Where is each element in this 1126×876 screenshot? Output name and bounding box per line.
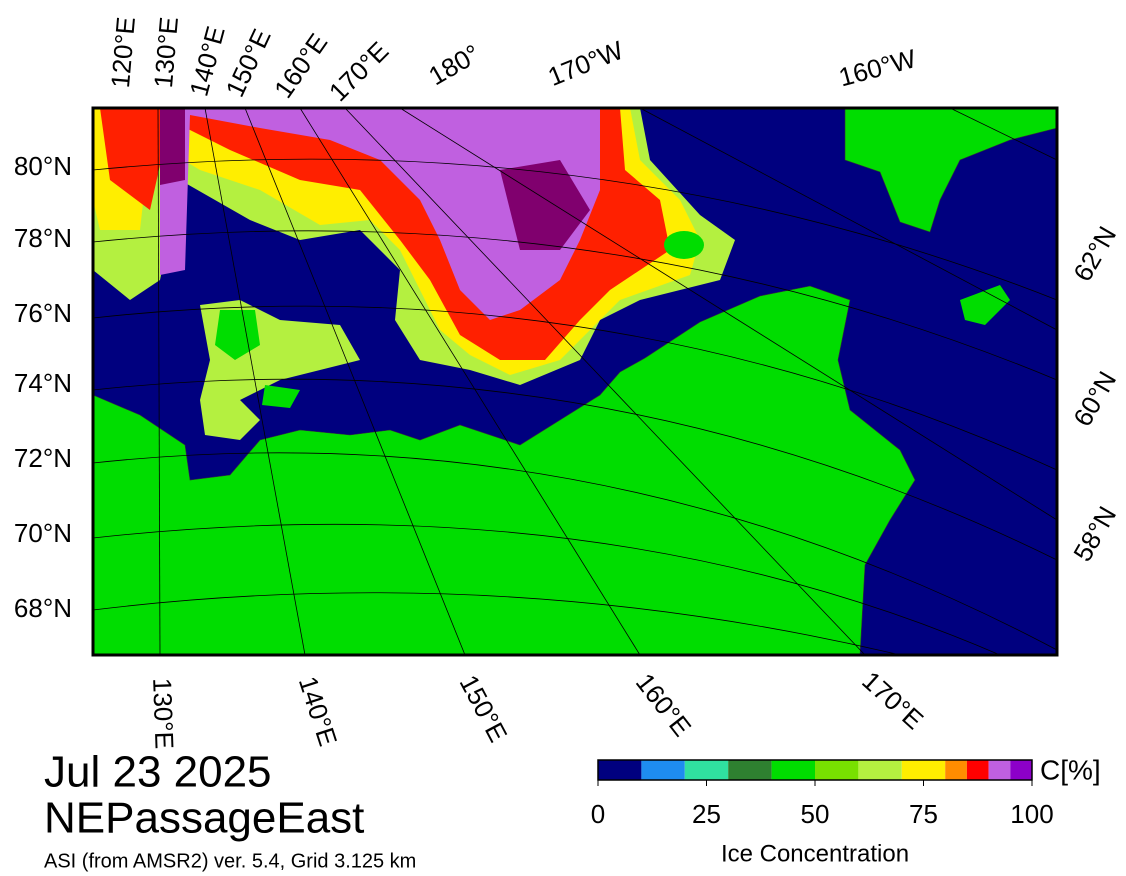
ice-full bbox=[160, 108, 590, 250]
lon-label: 140°E bbox=[293, 673, 344, 750]
colorbar-label: Ice Concentration bbox=[721, 840, 909, 867]
colorbar-segment bbox=[988, 760, 1011, 780]
date: Jul 23 2025 bbox=[44, 748, 272, 797]
colorbar-tick-label: 0 bbox=[591, 799, 605, 829]
colorbar-segment bbox=[598, 760, 642, 780]
map-frame bbox=[91, 106, 1059, 657]
lat-label: 76°N bbox=[14, 298, 72, 328]
lat-label: 62°N bbox=[1067, 221, 1122, 286]
lon-label: 180° bbox=[423, 38, 485, 91]
lon-label: 130°E bbox=[147, 677, 179, 749]
colorbar-segment bbox=[966, 760, 989, 780]
lon-label: 170°E bbox=[323, 36, 395, 108]
island bbox=[960, 285, 1010, 325]
island bbox=[664, 231, 704, 259]
lat-label: 80°N bbox=[14, 151, 72, 181]
colorbar-segment bbox=[858, 760, 902, 780]
lat-label: 58°N bbox=[1067, 501, 1122, 566]
colorbar-segment bbox=[684, 760, 729, 780]
colorbar-segment bbox=[815, 760, 859, 780]
region: NEPassageEast bbox=[44, 794, 364, 843]
lat-label: 70°N bbox=[14, 518, 72, 548]
colorbar-tick-label: 75 bbox=[909, 799, 938, 829]
lon-label: 160°W bbox=[836, 43, 920, 92]
map bbox=[91, 106, 1059, 657]
colorbar-tick-label: 100 bbox=[1010, 799, 1053, 829]
lat-label: 78°N bbox=[14, 223, 72, 253]
ice-very-high bbox=[160, 108, 600, 320]
lat-label: 74°N bbox=[14, 368, 72, 398]
colorbar-unit: C[%] bbox=[1040, 754, 1101, 785]
colorbar-segment bbox=[771, 760, 815, 780]
colorbar-tick-label: 25 bbox=[692, 799, 721, 829]
lat-label: 60°N bbox=[1067, 366, 1122, 431]
source: ASI (from AMSR2) ver. 5.4, Grid 3.125 km bbox=[44, 850, 416, 872]
lat-label: 72°N bbox=[14, 443, 72, 473]
lon-label: 160°E bbox=[630, 667, 697, 742]
colorbar-segment bbox=[641, 760, 685, 780]
lon-label: 170°E bbox=[856, 665, 929, 735]
lon-label: 130°E bbox=[148, 16, 184, 89]
lon-label: 160°E bbox=[268, 28, 333, 103]
colorbar-segment bbox=[945, 760, 967, 780]
lon-label: 170°W bbox=[544, 35, 628, 92]
colorbar-segment bbox=[901, 760, 946, 780]
graticule bbox=[92, 107, 1058, 656]
lon-label: 120°E bbox=[105, 16, 141, 89]
colorbar-segment bbox=[728, 760, 772, 780]
lat-label: 68°N bbox=[14, 593, 72, 623]
island bbox=[215, 310, 300, 408]
colorbar-segment bbox=[1010, 760, 1032, 780]
lon-label: 150°E bbox=[454, 670, 514, 747]
colorbar-tick-label: 50 bbox=[801, 799, 830, 829]
